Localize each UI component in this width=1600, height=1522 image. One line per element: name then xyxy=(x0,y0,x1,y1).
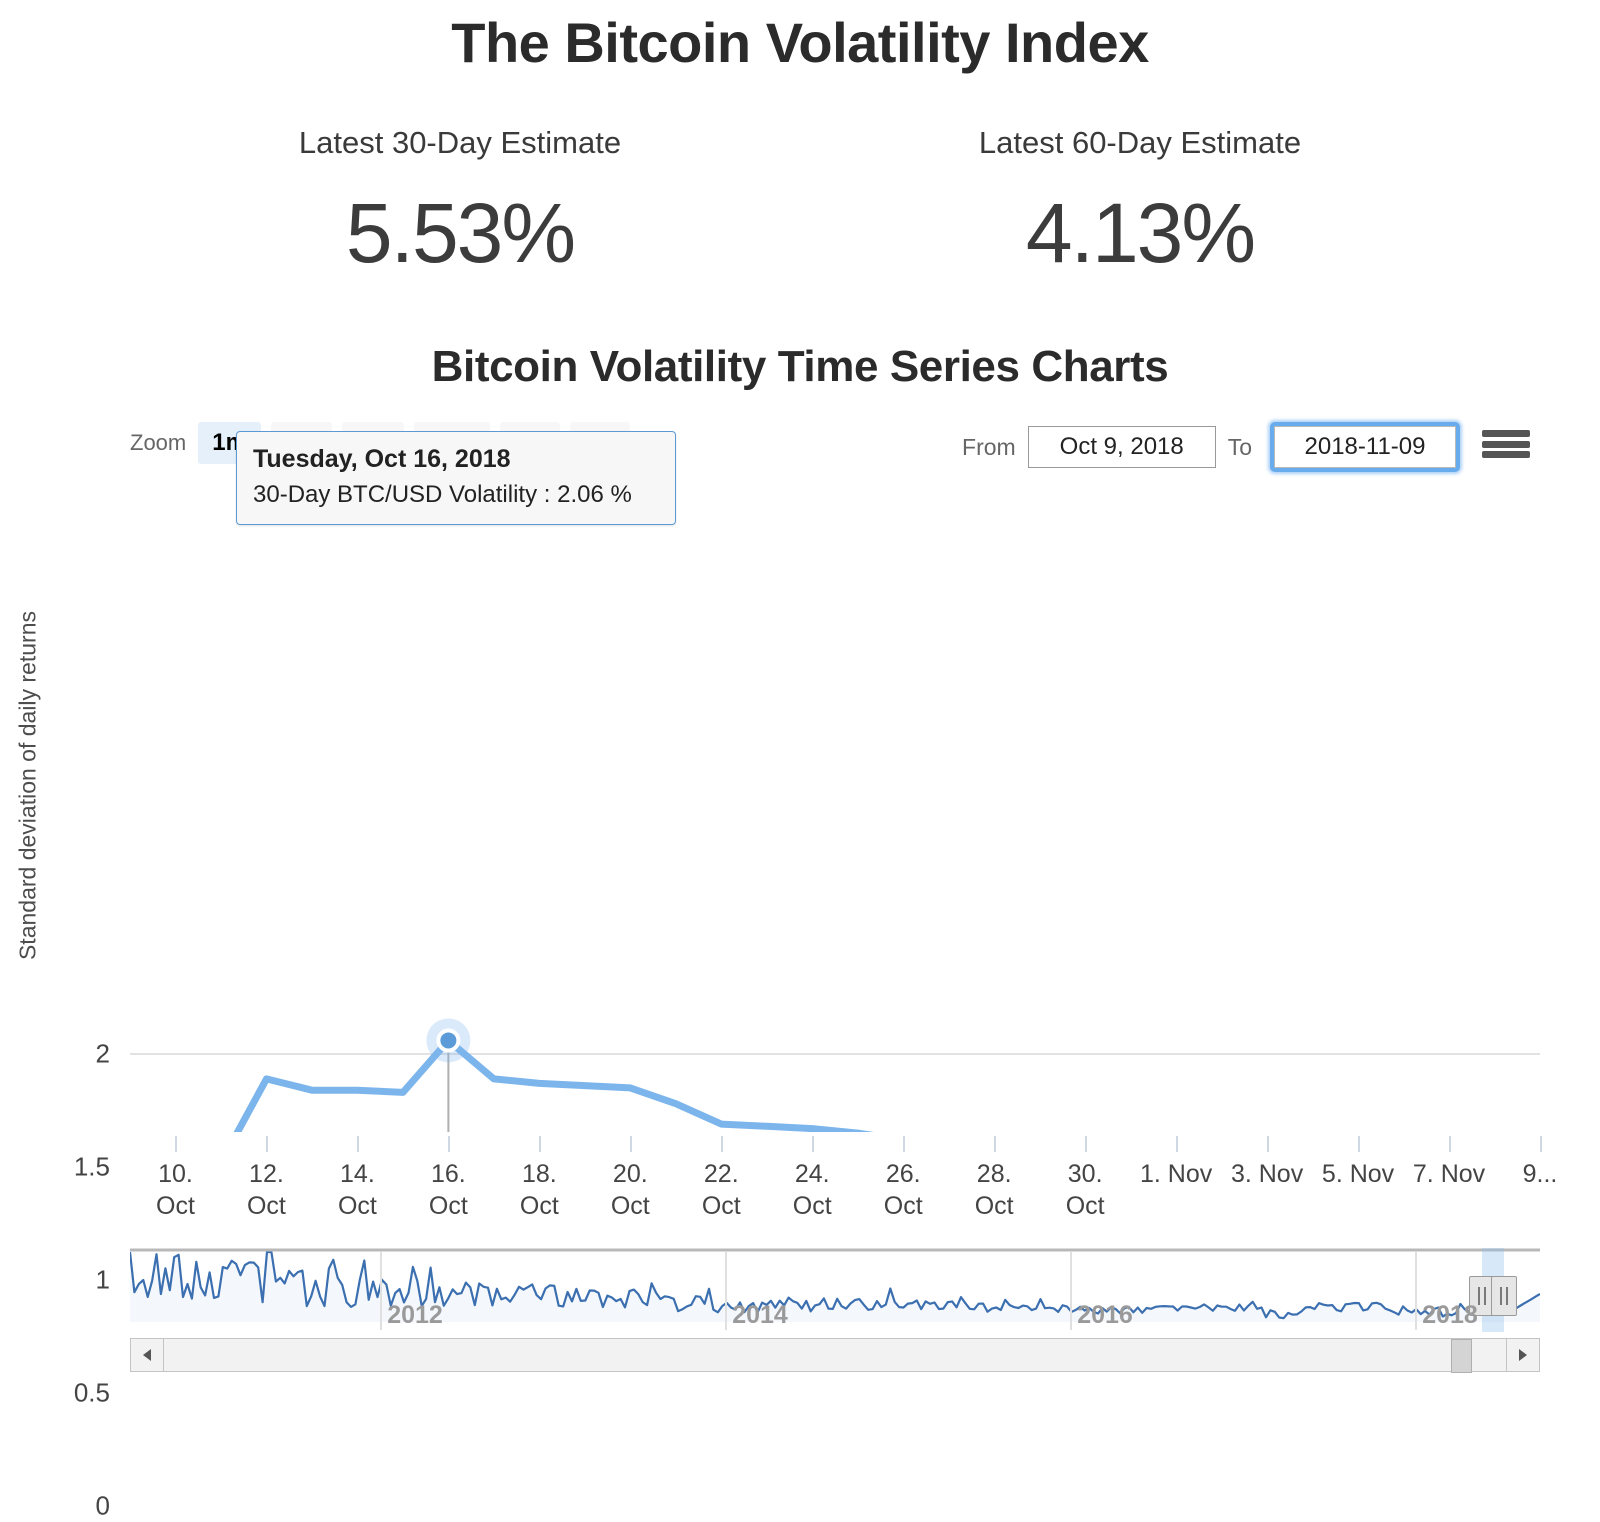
x-tick-label: 14. Oct xyxy=(337,1160,377,1221)
x-tick-mark xyxy=(1540,1136,1542,1153)
page-title: The Bitcoin Volatility Index xyxy=(451,11,1149,74)
estimate-30-day: Latest 30-Day Estimate 5.53% xyxy=(120,124,800,286)
x-tick-label: 5. Nov xyxy=(1321,1160,1395,1189)
scroll-left-arrow-icon[interactable] xyxy=(130,1338,164,1373)
menu-bar-2 xyxy=(1482,440,1530,448)
x-tick-label: 20. Oct xyxy=(610,1160,650,1221)
x-tick-label: 10. Oct xyxy=(156,1160,195,1221)
date-range-group: From To xyxy=(950,422,1460,473)
menu-bar-3 xyxy=(1482,451,1530,459)
navigator-year-label: 2012 xyxy=(387,1301,443,1330)
estimate-30-day-label: Latest 30-Day Estimate xyxy=(298,125,622,160)
x-tick-mark xyxy=(1449,1136,1452,1153)
x-tick-mark xyxy=(1085,1136,1088,1153)
x-tick-mark xyxy=(1267,1136,1270,1153)
estimate-60-day: Latest 60-Day Estimate 4.13% xyxy=(800,124,1480,286)
scrollbar-track[interactable] xyxy=(164,1338,1506,1374)
navigator-year-label: 2018 xyxy=(1422,1301,1478,1330)
x-tick-mark xyxy=(994,1136,997,1153)
y-tick-label: 1.5 xyxy=(73,1151,110,1182)
x-tick-mark xyxy=(903,1136,906,1153)
plot-area: Standard deviation of daily returns 0 0.5… xyxy=(0,431,1600,1521)
y-tick-label: 0 xyxy=(95,1490,110,1521)
x-tick-label: 16. Oct xyxy=(428,1160,468,1221)
tooltip-value: 30-Day BTC/USD Volatility : 2.06 % xyxy=(253,480,632,508)
hamburger-menu-icon[interactable] xyxy=(1482,426,1530,462)
scroll-right-arrow-icon[interactable] xyxy=(1506,1338,1540,1373)
x-tick-mark xyxy=(630,1136,633,1153)
x-tick-mark xyxy=(1358,1136,1361,1153)
x-tick-mark xyxy=(721,1136,724,1153)
menu-bar-1 xyxy=(1482,430,1530,438)
date-to-focus-ring xyxy=(1270,422,1460,473)
y-tick-label: 0.5 xyxy=(73,1377,110,1408)
chart-heading: Bitcoin Volatility Time Series Charts xyxy=(431,342,1169,392)
y-tick-label: 2 xyxy=(95,1038,110,1069)
navigator-sparkline xyxy=(130,1248,1540,1331)
x-tick-label: 24. Oct xyxy=(792,1160,832,1221)
x-tick-mark xyxy=(539,1136,542,1153)
navigator-handle-left[interactable] xyxy=(1469,1276,1495,1317)
x-tick-mark xyxy=(266,1136,269,1153)
date-from-label: From xyxy=(962,433,1016,460)
x-tick-label: 7. Nov xyxy=(1412,1160,1486,1189)
tooltip-date: Tuesday, Oct 16, 2018 xyxy=(253,445,511,474)
estimate-60-day-value: 4.13% xyxy=(1025,186,1256,281)
navigator-handle-right[interactable] xyxy=(1491,1276,1517,1317)
estimates-row: Latest 30-Day Estimate 5.53% Latest 60-D… xyxy=(120,124,1480,286)
x-tick-mark xyxy=(1176,1136,1179,1153)
navigator[interactable]: 2012 2014 2016 2018 xyxy=(130,1242,1540,1333)
y-tick-label: 1 xyxy=(95,1264,110,1295)
navigator-year-label: 2016 xyxy=(1077,1301,1133,1330)
x-tick-mark xyxy=(812,1136,815,1153)
x-axis-ticks: 10. Oct 12. Oct 14. Oct 16. Oct 18. Oct 20. Oct 22. O… xyxy=(0,1136,1600,1232)
scrollbar-thumb[interactable] xyxy=(1450,1339,1472,1374)
estimate-60-day-label: Latest 60-Day Estimate xyxy=(978,125,1302,160)
date-to-label: To xyxy=(1227,433,1252,460)
estimate-30-day-value: 5.53% xyxy=(345,186,576,281)
volatility-chart: Zoom 1m 3m 6m YTD 1y All From To Standar… xyxy=(0,414,1600,1521)
zoom-label: Zoom xyxy=(130,430,187,456)
x-tick-mark xyxy=(448,1136,451,1153)
x-tick-label: 26. Oct xyxy=(883,1160,923,1221)
x-tick-mark xyxy=(175,1136,178,1153)
date-from-input[interactable] xyxy=(1027,426,1216,469)
navigator-scrollbar[interactable] xyxy=(130,1338,1540,1374)
x-tick-label: 3. Nov xyxy=(1230,1160,1304,1189)
navigator-year-label: 2014 xyxy=(732,1301,788,1330)
x-tick-label: 28. Oct xyxy=(974,1160,1014,1221)
x-tick-label: 22. Oct xyxy=(701,1160,741,1221)
chart-tooltip: Tuesday, Oct 16, 2018 30-Day BTC/USD Vol… xyxy=(236,431,676,526)
plot-svg xyxy=(130,1018,1540,1133)
x-tick-label: 1. Nov xyxy=(1139,1160,1213,1189)
x-tick-mark xyxy=(357,1136,360,1153)
date-to-input[interactable] xyxy=(1274,426,1456,469)
x-tick-label: 18. Oct xyxy=(519,1160,559,1221)
x-tick-label: 9... xyxy=(1522,1160,1558,1189)
x-tick-label: 30. Oct xyxy=(1065,1160,1105,1221)
x-tick-label: 12. Oct xyxy=(246,1160,286,1221)
